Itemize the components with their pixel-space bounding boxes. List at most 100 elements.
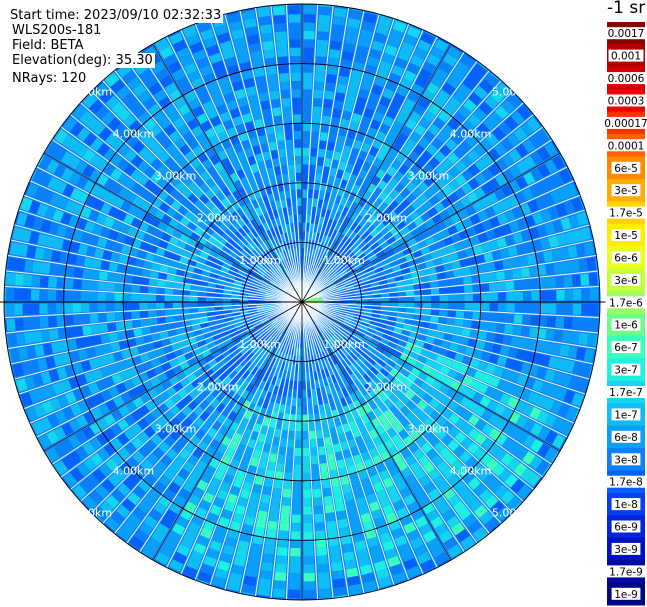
beta-cell xyxy=(46,430,60,445)
beta-cell xyxy=(440,365,451,375)
beta-cell xyxy=(460,54,475,69)
beta-cell xyxy=(259,315,268,321)
beta-cell xyxy=(477,264,488,273)
beta-cell xyxy=(294,147,302,157)
beta-cell xyxy=(221,407,231,417)
beta-cell xyxy=(189,253,199,261)
beta-cell xyxy=(327,419,335,429)
beta-cell xyxy=(386,359,397,368)
beta-cell xyxy=(82,325,92,336)
beta-cell xyxy=(192,486,205,499)
beta-cell xyxy=(501,184,514,197)
beta-cell xyxy=(14,380,20,393)
beta-cell xyxy=(197,358,208,368)
beta-cell xyxy=(404,318,414,325)
beta-cell xyxy=(517,105,532,120)
beta-cell xyxy=(389,336,400,344)
ray-separator xyxy=(29,301,303,424)
beta-cell xyxy=(260,281,269,287)
beta-cell xyxy=(367,270,376,277)
beta-cell xyxy=(282,421,289,431)
beta-cell xyxy=(161,380,172,390)
beta-cell xyxy=(121,92,136,106)
beta-cell xyxy=(144,152,157,165)
beta-cell xyxy=(506,495,521,511)
beta-cell xyxy=(160,75,174,88)
beta-cell xyxy=(380,288,390,294)
beta-cell xyxy=(477,331,488,340)
beta-cell xyxy=(40,371,52,385)
beta-cell xyxy=(246,373,254,383)
beta-cell xyxy=(105,399,118,412)
beta-cell xyxy=(271,495,281,506)
colorbar-tick-label: 3e-5 xyxy=(614,185,638,197)
beta-cell xyxy=(229,485,241,496)
beta-cell xyxy=(352,166,361,176)
beta-cell xyxy=(443,53,458,67)
beta-cell xyxy=(592,241,596,254)
beta-cell xyxy=(133,267,143,276)
beta-cell xyxy=(127,226,138,237)
beta-cell xyxy=(400,226,410,236)
beta-cell xyxy=(596,319,600,332)
beta-cell xyxy=(199,182,210,193)
beta-cell xyxy=(540,354,551,367)
beta-cell xyxy=(400,550,415,563)
beta-cell xyxy=(309,372,314,381)
beta-cell xyxy=(324,331,331,339)
beta-cell xyxy=(371,508,383,520)
beta-cell xyxy=(247,129,257,139)
beta-cell xyxy=(411,199,422,210)
beta-cell xyxy=(325,149,334,159)
beta-cell xyxy=(356,96,367,108)
beta-cell xyxy=(294,464,301,473)
beta-cell xyxy=(277,208,284,218)
beta-cell xyxy=(406,565,421,578)
beta-cell xyxy=(379,96,391,108)
beta-cell xyxy=(249,285,259,290)
beta-cell xyxy=(114,303,123,311)
beta-cell xyxy=(140,392,151,404)
beta-cell xyxy=(363,308,373,313)
beta-cell xyxy=(407,238,417,247)
beta-cell xyxy=(123,477,137,491)
beta-cell xyxy=(126,456,139,470)
beta-cell xyxy=(202,100,215,112)
beta-cell xyxy=(477,361,489,372)
beta-cell xyxy=(334,231,342,241)
beta-cell xyxy=(366,493,378,504)
beta-cell xyxy=(169,336,179,344)
beta-cell xyxy=(55,303,65,314)
beta-cell xyxy=(143,335,153,344)
beta-cell xyxy=(447,152,460,165)
beta-cell xyxy=(246,201,255,212)
beta-cell xyxy=(277,56,289,66)
beta-cell xyxy=(216,342,226,350)
beta-cell xyxy=(320,471,329,481)
beta-cell xyxy=(37,233,48,246)
beta-cell xyxy=(158,240,169,249)
beta-cell xyxy=(481,438,494,451)
beta-cell xyxy=(337,285,346,291)
beta-cell xyxy=(329,309,339,314)
beta-cell xyxy=(318,251,324,260)
beta-cell xyxy=(317,396,324,405)
beta-cell xyxy=(214,241,224,250)
beta-cell xyxy=(311,139,318,149)
beta-cell xyxy=(530,167,543,182)
beta-cell xyxy=(139,286,149,293)
beta-cell xyxy=(59,252,70,264)
beta-cell xyxy=(214,368,225,377)
beta-cell xyxy=(127,98,141,112)
beta-cell xyxy=(321,262,327,271)
range-grid xyxy=(0,3,610,601)
beta-cell xyxy=(352,246,361,255)
beta-cell xyxy=(71,103,81,115)
beta-cell xyxy=(188,423,199,435)
beta-cell xyxy=(313,488,322,498)
ring-label: 1.00km xyxy=(239,254,281,267)
beta-cell xyxy=(70,403,82,417)
beta-cell xyxy=(307,389,312,398)
beta-cell xyxy=(363,211,373,221)
beta-cell xyxy=(229,421,239,432)
